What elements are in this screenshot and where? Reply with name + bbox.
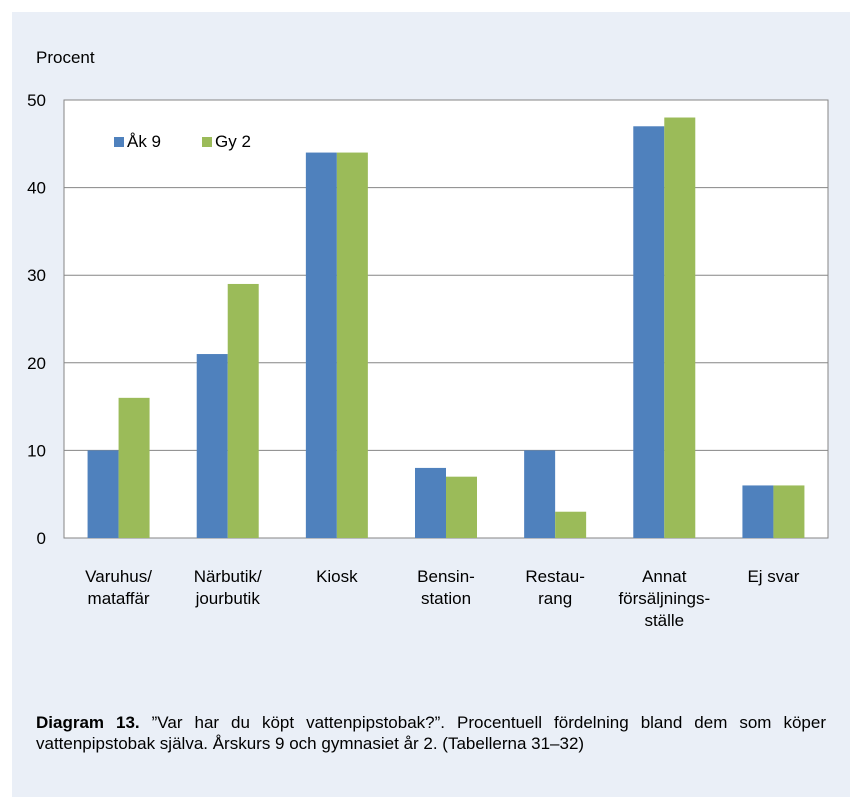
x-tick-label: Annat försäljnings-ställe (618, 567, 710, 630)
x-tick-label-line: mataffär (88, 589, 150, 608)
bar-series-1 (742, 485, 774, 538)
legend-label: Åk 9 (127, 132, 161, 151)
bar-series-1 (305, 152, 337, 538)
bar-series-2 (227, 283, 259, 538)
bar-series-2 (664, 117, 696, 539)
bar-series-2 (555, 511, 587, 538)
legend-label: Gy 2 (215, 132, 251, 151)
bar-series-1 (524, 450, 556, 538)
bar-series-1 (196, 354, 228, 538)
bar-series-2 (118, 397, 150, 538)
x-tick-label-line: Bensin- (417, 567, 475, 586)
y-tick-label: 10 (27, 441, 46, 460)
legend-swatch (202, 137, 212, 147)
x-tick-label: Bensin-station (417, 567, 475, 608)
x-tick-label-line: Restau- (525, 567, 585, 586)
bar-series-2 (773, 485, 805, 538)
figure-caption: Diagram 13. ”Var har du köpt vattenpipst… (36, 712, 826, 754)
x-tick-label: Varuhus/mataffär (85, 567, 152, 608)
x-tick-label: Ej svar (747, 567, 799, 586)
bar-series-1 (87, 450, 119, 538)
bar-series-2 (336, 152, 368, 538)
x-tick-label-line: försäljnings- (618, 589, 710, 608)
x-tick-label: Kiosk (316, 567, 358, 586)
x-tick-label-line: Närbutik/ (194, 567, 262, 586)
y-tick-label: 0 (37, 529, 46, 548)
x-tick-label-line: jourbutik (195, 589, 261, 608)
bar-series-1 (633, 126, 665, 538)
y-axis-title: Procent (36, 48, 95, 67)
bar-series-1 (415, 467, 446, 538)
y-tick-label: 50 (27, 91, 46, 110)
legend-swatch (114, 137, 124, 147)
x-tick-label-line: Ej svar (747, 567, 799, 586)
y-tick-label: 20 (27, 354, 46, 373)
x-tick-label: Närbutik/jourbutik (194, 567, 262, 608)
caption-text: ”Var har du köpt vattenpipstobak?”. Proc… (36, 713, 826, 753)
x-tick-label: Restau-rang (525, 567, 585, 608)
x-tick-label-line: station (421, 589, 471, 608)
x-tick-label-line: ställe (644, 611, 684, 630)
x-tick-label-line: Annat (642, 567, 687, 586)
plot-area (63, 99, 829, 539)
bar-series-2 (446, 476, 477, 538)
x-tick-label-line: Varuhus/ (85, 567, 152, 586)
y-tick-label: 40 (27, 179, 46, 198)
x-tick-label-line: Kiosk (316, 567, 358, 586)
caption-label: Diagram 13. (36, 713, 140, 732)
y-tick-label: 30 (27, 266, 46, 285)
x-tick-label-line: rang (538, 589, 572, 608)
